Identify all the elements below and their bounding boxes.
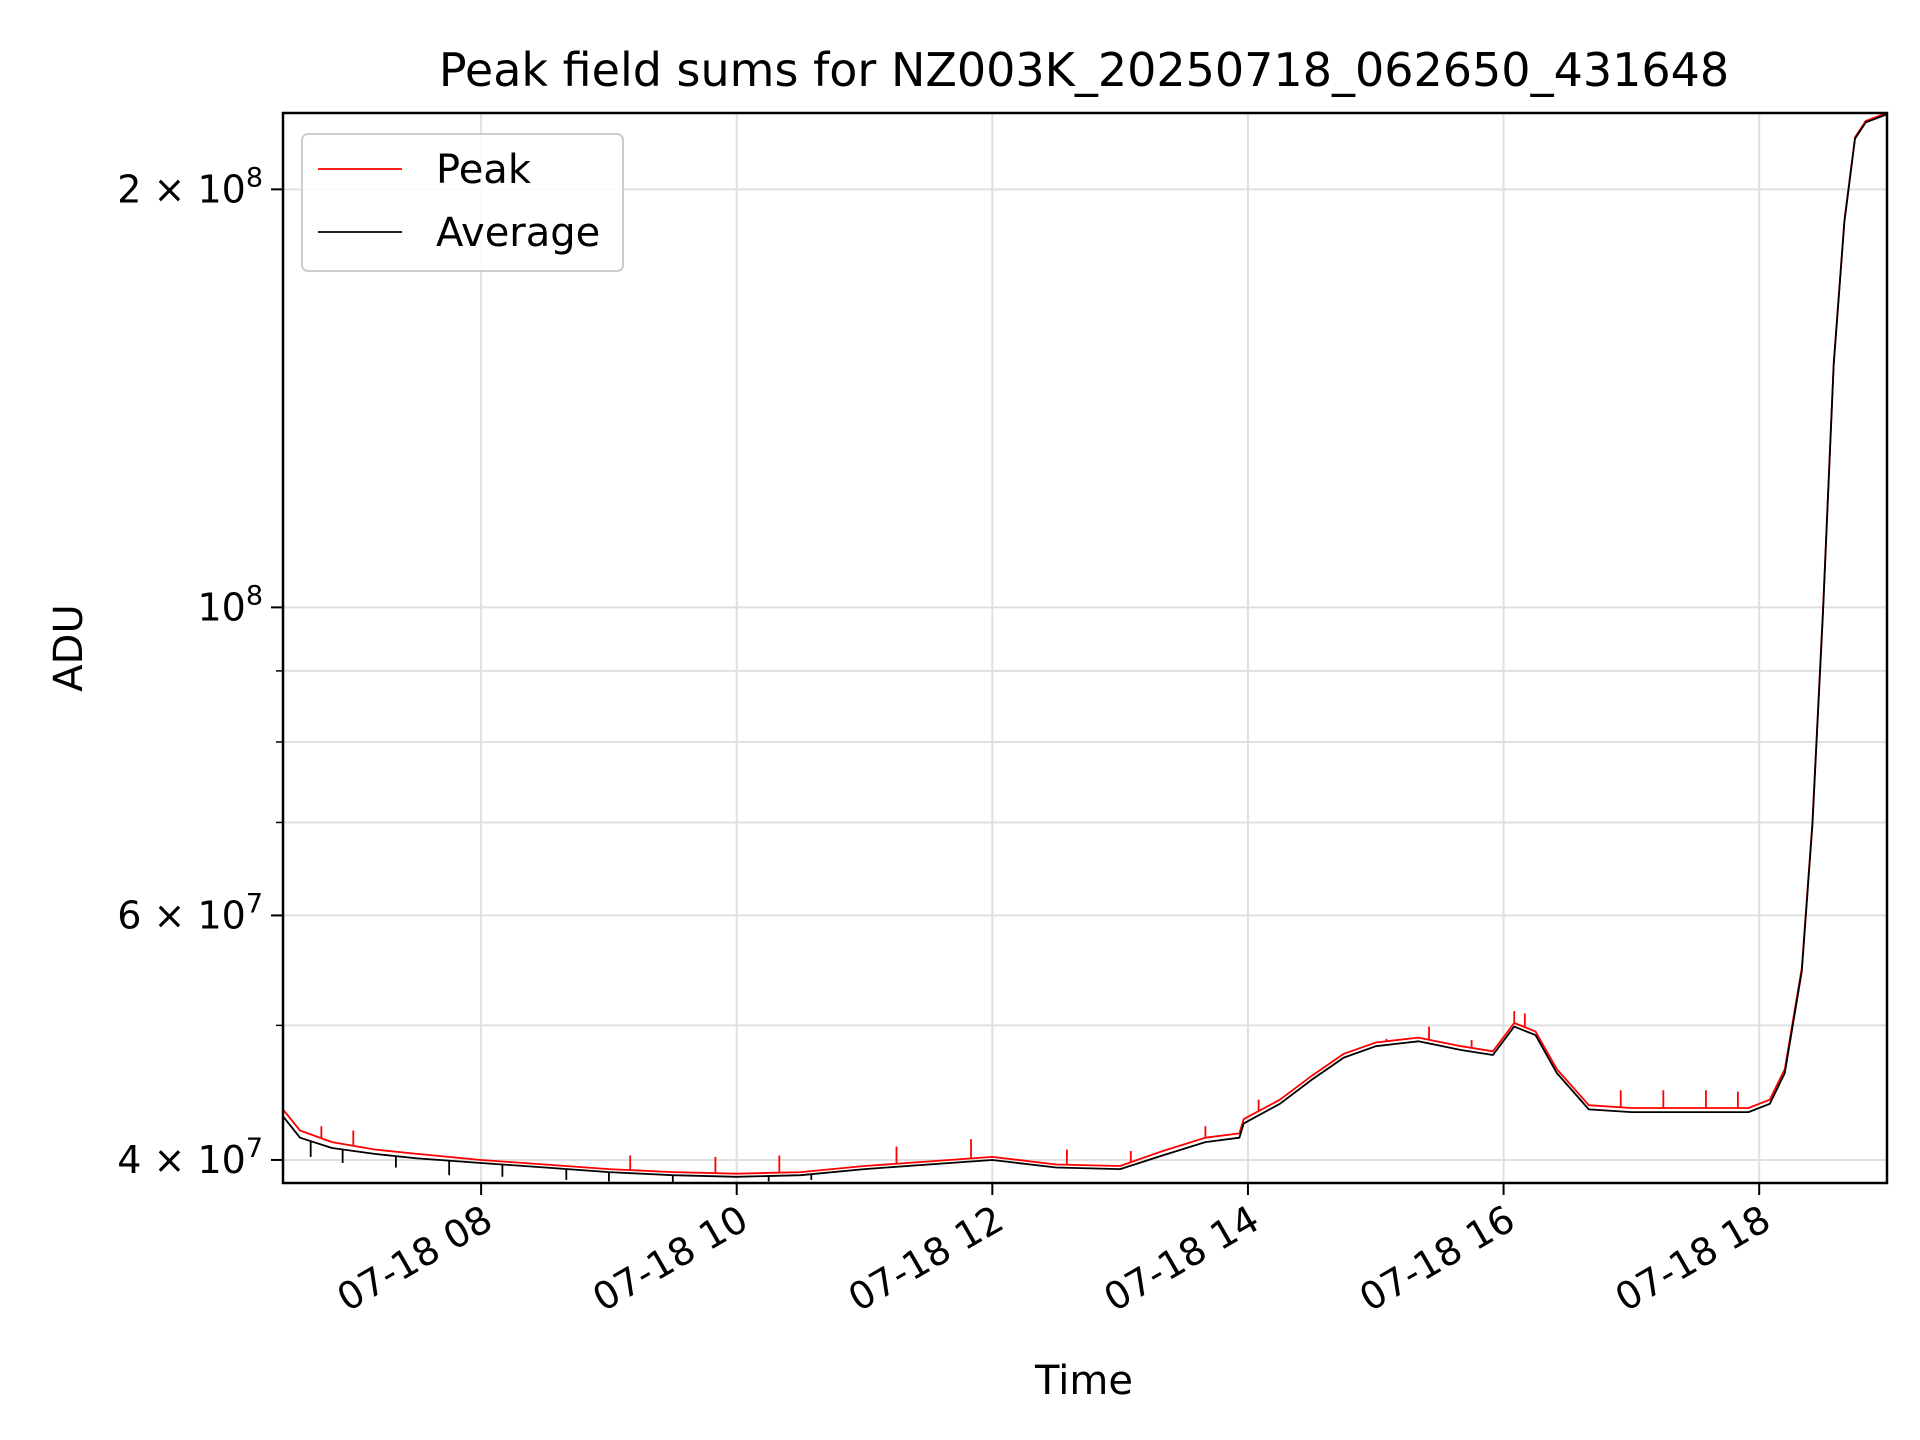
series-line-average [282,113,1888,1178]
y-tick-mantissa: 10 [197,585,245,629]
y-tick-label: 2 × 108 [117,162,263,211]
y-tick-exponent: 8 [246,580,263,611]
y-tick-label: 108 [197,580,263,629]
y-tick-label: 6 × 107 [117,888,263,937]
grid [283,113,1887,1183]
chart-title: Peak field sums for NZ003K_20250718_0626… [439,43,1729,97]
y-tick-mantissa: 6 × 10 [117,893,246,937]
y-tick-mantissa: 2 × 10 [117,167,246,211]
y-tick-exponent: 7 [246,1133,263,1164]
legend-label-peak: Peak [436,147,532,193]
y-tick-label: 4 × 107 [117,1133,263,1182]
y-tick-exponent: 8 [246,162,263,193]
series-layer [282,112,1888,1183]
y-tick-mantissa: 4 × 10 [117,1138,246,1182]
y-tick-exponent: 7 [246,888,263,919]
y-axis-label: ADU [46,604,92,691]
legend-label-average: Average [436,210,600,256]
legend: Peak Average [301,133,624,272]
plot-frame [281,111,1889,1185]
x-axis-label: Time [1034,1358,1133,1404]
